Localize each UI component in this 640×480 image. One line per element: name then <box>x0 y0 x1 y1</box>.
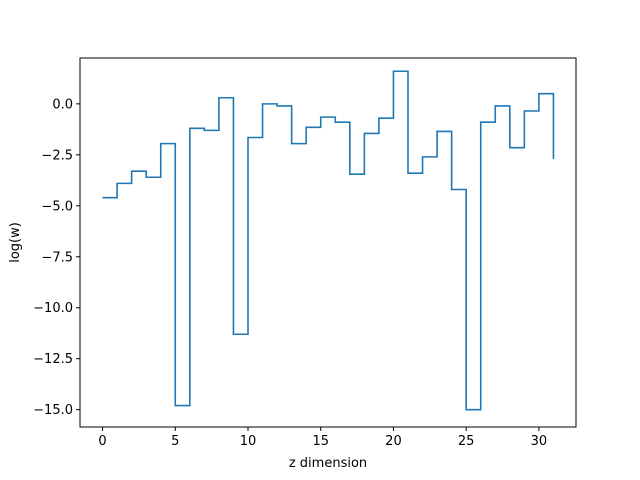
x-axis: 0 5 10 15 20 25 30 <box>98 427 547 449</box>
y-tick-label: −15.0 <box>33 403 73 418</box>
x-tick-label: 0 <box>98 434 106 449</box>
x-tick-label: 10 <box>240 434 257 449</box>
plot-frame <box>79 57 577 428</box>
series-layer <box>102 70 555 411</box>
y-tick-label: −7.5 <box>41 250 73 265</box>
y-tick-label: −5.0 <box>41 199 73 214</box>
y-axis: 0.0 −2.5 −5.0 −7.5 −10.0 −12.5 −15.0 <box>33 97 80 418</box>
x-tick-label: 20 <box>385 434 402 449</box>
x-tick-label: 15 <box>312 434 329 449</box>
x-tick-label: 30 <box>531 434 548 449</box>
x-axis-label: z dimension <box>289 456 367 471</box>
y-tick-label: −12.5 <box>33 352 73 367</box>
x-tick-label: 5 <box>171 434 179 449</box>
y-tick-label: 0.0 <box>52 97 73 112</box>
y-axis-label: log(w) <box>8 222 23 263</box>
x-tick-label: 25 <box>458 434 475 449</box>
y-tick-label: −2.5 <box>41 148 73 163</box>
y-tick-label: −10.0 <box>33 301 73 316</box>
series-line-0 <box>102 70 555 411</box>
